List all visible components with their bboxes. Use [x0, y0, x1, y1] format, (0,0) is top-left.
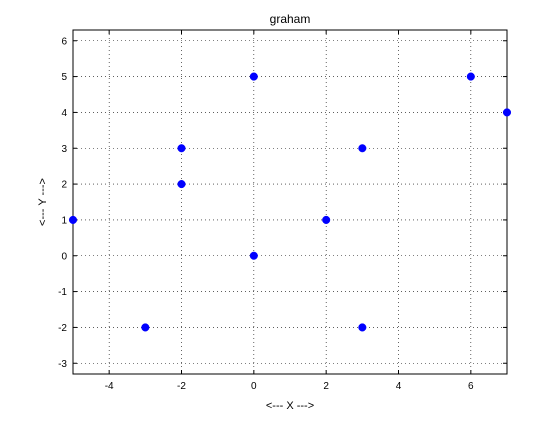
y-tick-label: 1 [61, 215, 67, 226]
y-tick-label: 5 [61, 72, 67, 83]
x-tick-label: 4 [396, 381, 402, 392]
y-tick-label: 3 [61, 144, 67, 155]
x-tick-label: 2 [323, 381, 329, 392]
y-tick-labels: -3 -2 -1 0 1 2 3 4 5 6 [58, 36, 67, 370]
x-tick-label: 0 [251, 381, 257, 392]
data-point [466, 72, 475, 81]
y-tick-label: 0 [61, 251, 67, 262]
data-point [249, 251, 258, 260]
data-point [141, 323, 150, 332]
data-point [249, 72, 258, 81]
plot-area [73, 30, 507, 374]
data-point [358, 323, 367, 332]
data-point [177, 180, 186, 189]
y-tick-label: 4 [61, 108, 67, 119]
y-axis-label: <--- Y ---> [37, 178, 49, 226]
data-point [322, 215, 331, 224]
data-points [68, 72, 512, 332]
y-tick-label: -2 [58, 323, 67, 334]
x-tick-label: -4 [105, 381, 114, 392]
x-tick-label: -2 [177, 381, 186, 392]
x-axis-label: <--- X ---> [266, 400, 314, 412]
grid [73, 30, 507, 374]
data-point [177, 144, 186, 153]
x-tick-label: 6 [468, 381, 474, 392]
data-point [502, 108, 512, 117]
chart-title: graham [270, 12, 311, 26]
x-tick-labels: -4 -2 0 2 4 6 [105, 381, 474, 392]
y-tick-label: -3 [58, 359, 67, 370]
data-point [358, 144, 367, 153]
data-point [68, 215, 78, 224]
y-tick-label: 2 [61, 180, 67, 191]
ticks [73, 30, 507, 374]
y-tick-label: 6 [61, 36, 67, 47]
plot-frame [72, 29, 508, 375]
y-tick-label: -1 [58, 287, 67, 298]
